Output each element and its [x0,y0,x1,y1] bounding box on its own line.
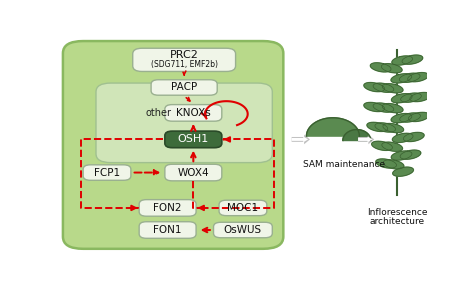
Text: FON2: FON2 [154,203,182,213]
Polygon shape [392,94,412,103]
Polygon shape [403,132,424,141]
Text: SAM maintenance: SAM maintenance [303,160,385,169]
FancyBboxPatch shape [219,200,267,216]
Polygon shape [383,104,403,113]
Polygon shape [375,123,396,132]
Text: FON1: FON1 [154,225,182,235]
Polygon shape [307,118,359,136]
Polygon shape [383,160,404,169]
Polygon shape [391,151,412,160]
Polygon shape [382,64,402,73]
Polygon shape [391,74,412,83]
Text: other: other [146,108,172,118]
Polygon shape [383,123,403,133]
Polygon shape [373,83,394,92]
Polygon shape [364,102,384,112]
Polygon shape [382,142,402,151]
FancyBboxPatch shape [139,200,196,216]
Polygon shape [376,159,397,168]
FancyBboxPatch shape [213,222,272,238]
Text: OSH1: OSH1 [178,134,209,144]
Polygon shape [400,113,420,122]
Text: PRC2: PRC2 [170,50,199,60]
Polygon shape [392,56,412,65]
FancyBboxPatch shape [151,80,217,95]
Polygon shape [410,92,430,102]
Text: PACP: PACP [171,82,197,92]
Text: MOC1: MOC1 [228,203,258,213]
Polygon shape [372,141,392,150]
Text: KNOXs: KNOXs [176,108,211,118]
FancyBboxPatch shape [165,131,222,148]
Text: Inflorescence: Inflorescence [367,208,428,217]
FancyBboxPatch shape [83,165,131,180]
Polygon shape [367,122,388,131]
Polygon shape [400,150,421,159]
FancyBboxPatch shape [139,222,196,238]
FancyBboxPatch shape [63,41,283,249]
Text: (SDG711, EMF2b): (SDG711, EMF2b) [151,60,218,69]
Polygon shape [408,113,429,121]
Polygon shape [408,73,428,82]
Polygon shape [401,93,421,102]
Polygon shape [343,130,371,141]
Polygon shape [391,114,412,123]
Text: FCP1: FCP1 [94,168,120,178]
Polygon shape [393,167,413,176]
Polygon shape [399,73,420,82]
Text: WOX4: WOX4 [178,168,209,178]
Polygon shape [383,84,403,93]
Polygon shape [392,133,413,142]
Text: OsWUS: OsWUS [224,225,262,235]
Polygon shape [402,55,423,64]
Polygon shape [370,63,391,72]
Polygon shape [373,103,394,112]
FancyBboxPatch shape [133,48,236,71]
FancyBboxPatch shape [165,104,222,121]
FancyBboxPatch shape [165,164,222,181]
Polygon shape [364,83,384,92]
FancyBboxPatch shape [96,83,272,163]
Text: architecture: architecture [370,217,425,226]
